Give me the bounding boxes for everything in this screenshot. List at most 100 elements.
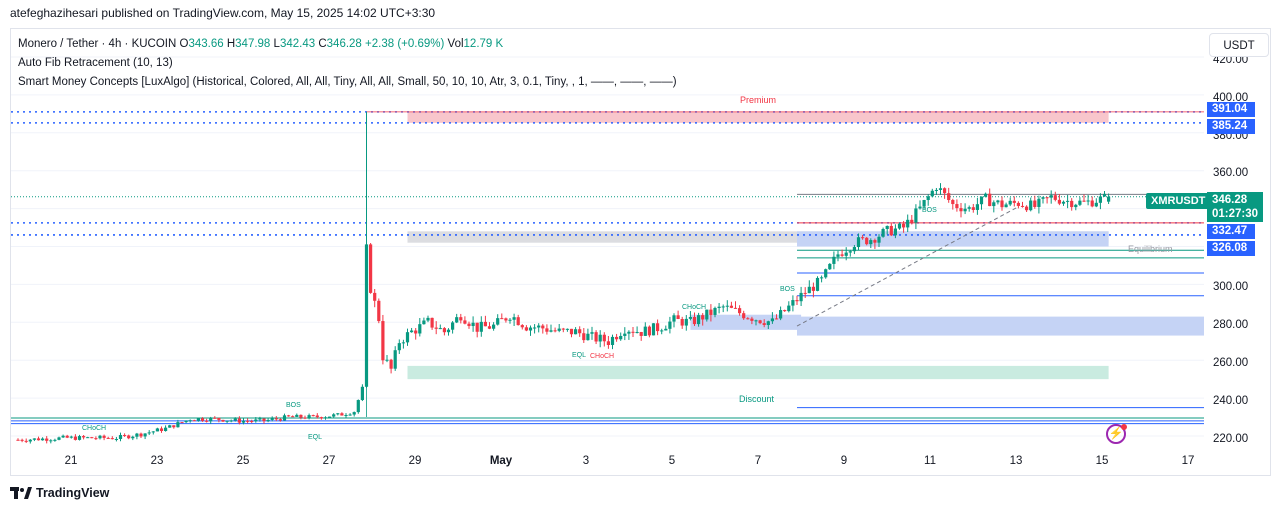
candle-up: [135, 433, 139, 437]
indicator-smc[interactable]: Smart Money Concepts [LuxAlgo] (Historic…: [18, 76, 677, 88]
candle-down: [278, 419, 282, 421]
date-tick: 23: [150, 455, 164, 467]
candle-up: [336, 413, 340, 415]
candle-down: [180, 422, 184, 424]
candle-down: [738, 308, 742, 314]
candle-down: [1053, 195, 1057, 200]
candle-up: [356, 400, 360, 413]
date-tick-month: May: [489, 455, 513, 467]
ohlc-row: Monero / Tether · 4h · KUCOIN O343.66 H3…: [18, 35, 677, 54]
candle-up: [118, 435, 123, 439]
price-tick: 420.00: [1213, 54, 1249, 66]
candle-down: [520, 325, 524, 328]
candle-down: [606, 341, 610, 346]
date-tick: 13: [1009, 455, 1023, 467]
candle-down: [943, 188, 947, 194]
candle-up: [332, 414, 336, 417]
candle-down: [24, 440, 28, 442]
candle-down: [381, 321, 385, 361]
candle-up: [397, 343, 401, 351]
candle-up: [196, 418, 200, 421]
candle-up: [984, 193, 988, 197]
chart-frame: [10, 28, 1271, 476]
candle-down: [959, 208, 963, 212]
candle-up: [323, 417, 328, 419]
price-tick: 360.00: [1213, 167, 1249, 179]
open-label: O: [179, 38, 189, 50]
candle-down: [1020, 205, 1025, 207]
candle-down: [377, 300, 381, 322]
candle-down: [1025, 206, 1029, 211]
candle-down: [36, 438, 41, 441]
candle-up: [852, 247, 856, 252]
candle-down: [205, 420, 209, 422]
tradingview-logo-icon: [10, 487, 32, 499]
candle-up: [1041, 197, 1045, 199]
candle-up: [422, 320, 426, 325]
chart-legend: Monero / Tether · 4h · KUCOIN O343.66 H3…: [18, 35, 677, 92]
fib-level-tag: 385.24: [1207, 119, 1255, 134]
chart-pane[interactable]: [11, 29, 1204, 475]
candle-down: [615, 336, 619, 340]
candle-up: [574, 329, 578, 335]
candle-down: [110, 438, 114, 440]
candle-up: [688, 316, 692, 319]
candle-up: [598, 334, 602, 342]
close-value: 346.28: [326, 38, 362, 50]
lightning-alert-icon[interactable]: ⚡: [1106, 424, 1126, 444]
candle-down: [262, 418, 266, 422]
symbol-price-tag: XMRUSDT: [1146, 193, 1211, 209]
candle-up: [295, 414, 299, 417]
candle-up: [53, 439, 57, 441]
candle-up: [176, 422, 180, 428]
candle-down: [319, 417, 323, 419]
candle-up: [1107, 196, 1111, 202]
candle-up: [815, 277, 820, 291]
candle-up: [184, 420, 188, 423]
discount-zone: [407, 365, 1109, 380]
candle-up: [979, 196, 984, 205]
currency-button[interactable]: USDT: [1209, 33, 1269, 57]
low-value: 342.43: [279, 38, 316, 50]
candle-down: [865, 237, 869, 245]
candle-up: [360, 386, 364, 401]
candle-down: [430, 317, 434, 328]
candle-up: [225, 420, 229, 422]
indicator-fib[interactable]: Auto Fib Retracement (10, 13): [18, 57, 173, 69]
candle-up: [844, 252, 848, 256]
candle-down: [516, 317, 520, 326]
candle-up: [28, 439, 32, 442]
tradingview-logo[interactable]: TradingView: [10, 486, 109, 500]
candle-up: [471, 322, 475, 327]
date-tick: 11: [924, 455, 936, 467]
symbol-title[interactable]: Monero / Tether · 4h · KUCOIN: [18, 38, 177, 50]
candle-up: [787, 305, 791, 312]
low-label: L: [273, 38, 280, 50]
date-tick: 15: [1095, 455, 1109, 467]
candle-up: [832, 256, 836, 264]
candle-down: [988, 193, 992, 207]
candle-down: [106, 437, 110, 439]
candle-up: [446, 329, 451, 333]
candle-up: [725, 305, 729, 307]
volume-value: 12.79 K: [463, 38, 504, 50]
candle-up: [188, 420, 192, 422]
candle-up: [963, 208, 967, 212]
bar-countdown: 01:27:30: [1212, 208, 1259, 220]
candle-up: [1102, 193, 1107, 197]
candle-up: [1049, 195, 1053, 198]
candle-up: [98, 435, 102, 439]
candle-down: [746, 318, 750, 320]
candle-down: [221, 419, 225, 422]
candle-up: [754, 320, 758, 322]
candle-up: [967, 207, 971, 209]
date-tick: 17: [1181, 455, 1195, 467]
candle-up: [856, 237, 861, 248]
candle-up: [836, 254, 840, 257]
candle-up: [1004, 204, 1008, 208]
candlestick-chart[interactable]: [11, 29, 1204, 475]
candle-down: [459, 317, 463, 321]
price-tick: 240.00: [1213, 395, 1249, 407]
candle-up: [897, 223, 902, 229]
date-tick: 21: [64, 455, 78, 467]
